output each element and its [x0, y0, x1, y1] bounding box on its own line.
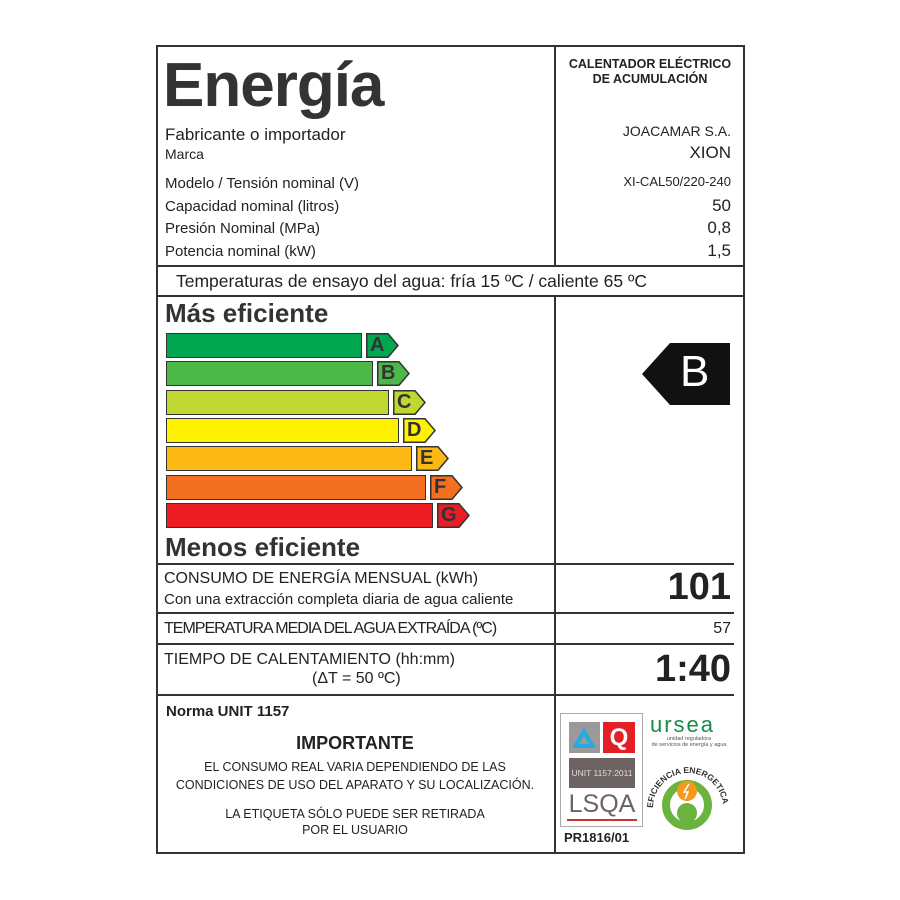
- rating-arrow: B: [642, 343, 730, 405]
- efficiency-class-tag: A: [366, 333, 400, 358]
- consumption-sub: Con una extracción completa diaria de ag…: [164, 591, 514, 608]
- efficiency-class-tag: E: [416, 446, 450, 471]
- efficiency-class-letter: B: [381, 362, 396, 384]
- spec-value: 50: [712, 196, 731, 215]
- spec-label: Modelo / Tensión nominal (V): [165, 175, 359, 192]
- heating-time-label: TIEMPO DE CALENTAMIENTO (hh:mm): [164, 651, 455, 668]
- efficiency-bar-b: [166, 361, 373, 386]
- spec-value: JOACAMAR S.A.: [622, 123, 731, 139]
- lsqa-certification-logo: Q UNIT 1157:2011 LSQA: [560, 713, 643, 827]
- efficiency-class-tag: C: [393, 390, 427, 415]
- removal-note-line: LA ETIQUETA SÓLO PUEDE SER RETIRADA: [225, 807, 485, 821]
- consumption-value: 101: [667, 566, 731, 608]
- lsqa-text: LSQA: [567, 790, 637, 821]
- efficiency-bar-c: [166, 390, 389, 415]
- ursea-subtitle-line: unidad reguladora: [666, 736, 712, 742]
- divider: [156, 612, 734, 614]
- label-title: Energía: [163, 51, 384, 120]
- efficiency-class-letter: G: [441, 504, 457, 526]
- removal-note: LA ETIQUETA SÓLO PUEDE SER RETIRADA POR …: [156, 806, 554, 838]
- test-temperatures: Temperaturas de ensayo del agua: fría 15…: [176, 271, 647, 291]
- divider: [156, 295, 745, 297]
- spec-value: XI-CAL50/220-240: [623, 174, 731, 189]
- product-type-line1: CALENTADOR ELÉCTRICO: [568, 57, 732, 71]
- spec-value: XION: [689, 143, 731, 162]
- triangle-icon: [569, 722, 600, 753]
- efficiency-class-letter: E: [420, 447, 434, 469]
- divider: [554, 45, 556, 267]
- ursea-subtitle: unidad reguladora de servicios de energí…: [648, 736, 730, 748]
- unit-badge: UNIT 1157:2011: [569, 758, 635, 788]
- product-type-line2: DE ACUMULACIÓN: [592, 72, 708, 86]
- least-efficient-label: Menos eficiente: [165, 532, 361, 562]
- spec-label: Potencia nominal (kW): [165, 243, 316, 260]
- efficiency-bar-f: [166, 475, 426, 500]
- removal-note-line: POR EL USUARIO: [302, 823, 408, 837]
- norma: Norma UNIT 1157: [166, 703, 290, 720]
- temperature-label: TEMPERATURA MEDIA DEL AGUA EXTRAÍDA (ºC): [164, 620, 497, 637]
- efficiency-class-letter: D: [407, 419, 422, 441]
- efficiency-class-tag: G: [437, 503, 471, 528]
- efficiency-class-tag: B: [377, 361, 411, 386]
- divider: [554, 694, 556, 854]
- most-efficient-label: Más eficiente: [165, 298, 329, 328]
- rating-arrow-shape: [642, 343, 730, 405]
- spec-label: Marca: [165, 146, 204, 162]
- divider: [156, 265, 745, 267]
- spec-label: Fabricante o importador: [165, 125, 346, 144]
- efficiency-bar-e: [166, 446, 412, 471]
- temperature-value: 57: [713, 620, 731, 637]
- efficiency-seal: EFICIENCIA ENERGETICA: [645, 758, 731, 830]
- spec-value: 0,8: [707, 218, 731, 237]
- ursea-logo: ursea: [650, 712, 716, 737]
- consumption-label: CONSUMO DE ENERGÍA MENSUAL (kWh): [164, 570, 479, 587]
- important-heading: IMPORTANTE: [296, 733, 414, 753]
- q-icon: Q: [603, 722, 635, 753]
- energy-label: [156, 45, 745, 854]
- certificate-code: PR1816/01: [564, 830, 630, 845]
- usage-note: EL CONSUMO REAL VARIA DEPENDIENDO DE LAS…: [156, 758, 554, 794]
- efficiency-bar-g: [166, 503, 433, 528]
- efficiency-class-letter: C: [397, 391, 412, 413]
- efficiency-bar-a: [166, 333, 362, 358]
- efficiency-bar-d: [166, 418, 399, 443]
- spec-value: 1,5: [707, 241, 731, 260]
- ursea-subtitle-line: de servicios de energía y agua: [651, 742, 727, 748]
- usage-note-line: CONDICIONES DE USO DEL APARATO Y SU LOCA…: [175, 778, 535, 792]
- divider: [156, 643, 734, 645]
- divider: [156, 563, 734, 565]
- heating-time-sub: (ΔT = 50 ºC): [312, 670, 401, 687]
- usage-note-line: EL CONSUMO REAL VARIA DEPENDIENDO DE LAS: [204, 760, 506, 774]
- efficiency-class-letter: F: [434, 476, 447, 498]
- efficiency-class-letter: A: [370, 334, 385, 356]
- spec-label: Presión Nominal (MPa): [165, 220, 321, 237]
- rating-letter: B: [680, 347, 710, 396]
- divider: [156, 694, 734, 696]
- efficiency-seal-icon: EFICIENCIA ENERGETICA: [645, 765, 731, 830]
- divider: [554, 295, 556, 565]
- spec-label: Capacidad nominal (litros): [165, 198, 340, 215]
- divider: [554, 563, 556, 695]
- efficiency-class-tag: F: [430, 475, 464, 500]
- product-type: CALENTADOR ELÉCTRICO DE ACUMULACIÓN: [556, 57, 744, 87]
- efficiency-class-tag: D: [403, 418, 437, 443]
- heating-time-value: 1:40: [654, 648, 731, 690]
